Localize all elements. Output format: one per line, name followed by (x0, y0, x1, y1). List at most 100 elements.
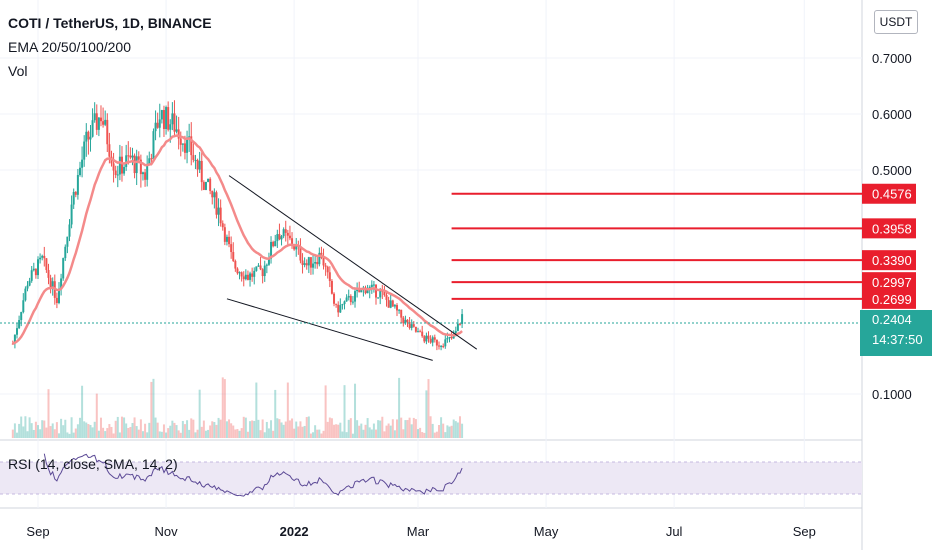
candle-body (448, 337, 451, 339)
candle-body (354, 291, 357, 302)
candle-body (280, 236, 283, 240)
volume-bar (387, 423, 390, 438)
candle-body (379, 290, 382, 298)
volume-bar (316, 429, 319, 438)
candle-body (116, 174, 119, 176)
volume-bar (135, 426, 138, 438)
volume-bar (32, 429, 35, 438)
candle-body (328, 272, 331, 281)
volume-bar (370, 429, 373, 438)
candle-body (408, 322, 411, 328)
volume-bar (450, 425, 453, 438)
volume-bar (246, 431, 249, 438)
volume-bar (66, 432, 69, 438)
candle-body (171, 113, 174, 125)
volume-bar (150, 381, 153, 438)
price-axis-ticks: 0.7000 0.6000 0.5000 0.1000 (872, 51, 912, 402)
candle-body (360, 288, 363, 293)
time-tick-label: 2022 (280, 524, 309, 539)
last-price-value: 0.2404 (872, 312, 912, 327)
candle-body (249, 273, 252, 280)
volume-bar (125, 423, 128, 438)
candle-body (217, 207, 220, 215)
candle-body (236, 268, 239, 274)
volume-bar (280, 422, 283, 438)
candle-body (125, 155, 128, 167)
chart-title: COTI / TetherUS, 1D, BINANCE (8, 15, 212, 31)
candle-body (429, 338, 432, 343)
candle-body (106, 119, 109, 145)
volume-bar (398, 377, 401, 438)
ema-legend[interactable]: EMA 20/50/100/200 (8, 39, 131, 55)
volume-bar (417, 429, 419, 438)
candle-body (238, 272, 241, 274)
candle-body (284, 229, 287, 233)
candle-body (322, 257, 325, 266)
rsi-legend[interactable]: RSI (14, close, SMA, 14, 2) (8, 456, 178, 472)
volume-bar (249, 421, 252, 438)
candle-body (337, 304, 340, 313)
candle-body (202, 182, 205, 190)
candle-body (257, 265, 260, 267)
candle-body (57, 288, 60, 303)
volume-bar (446, 425, 449, 438)
volume-bar (259, 430, 262, 438)
volume-bar (55, 422, 58, 438)
candle-body (242, 276, 245, 280)
candle-body (141, 172, 144, 175)
candle-body (240, 272, 243, 277)
volume-bar (93, 421, 96, 438)
currency-button[interactable]: USDT (874, 10, 918, 34)
price-level-tag (862, 288, 916, 309)
volume-legend[interactable]: Vol (8, 63, 28, 79)
volume-bar (78, 417, 81, 438)
candle-body (62, 258, 65, 279)
volume-bar (421, 432, 424, 438)
volume-bar (89, 424, 92, 438)
volume-bar (345, 432, 348, 438)
candle-body (255, 266, 258, 271)
candle-body (26, 285, 29, 289)
price-tick-label: 0.5000 (872, 163, 912, 178)
wedge-trendline (226, 298, 433, 361)
candle-body (312, 263, 315, 268)
candle-body (324, 265, 327, 267)
price-levels (451, 192, 862, 300)
volume-bar (270, 420, 273, 438)
candle-body (93, 113, 96, 121)
candle-body (188, 136, 191, 138)
volume-bar (414, 419, 417, 438)
volume-bar (375, 429, 378, 438)
candle-body (291, 238, 294, 246)
candle-body (433, 337, 436, 340)
candle-body (179, 138, 182, 145)
candle-body (414, 326, 417, 332)
candle-body (221, 223, 224, 228)
candle-body (97, 117, 100, 130)
candle-body (135, 156, 138, 174)
candle-body (402, 317, 405, 324)
candle-body (89, 136, 92, 140)
volume-bar (87, 424, 90, 438)
volume-bar (16, 432, 19, 438)
candle-body (196, 159, 199, 170)
volume-bar (162, 424, 165, 438)
rsi-series (43, 453, 463, 497)
volume-bar (188, 429, 191, 438)
candle-body (314, 262, 317, 264)
volume-bar (91, 427, 94, 438)
candle-body (66, 236, 69, 247)
candle-body (316, 262, 319, 265)
candle-body (120, 156, 123, 174)
candle-body (435, 339, 438, 346)
candle-body (417, 331, 419, 333)
time-tick-label: Mar (407, 524, 430, 539)
volume-bar (30, 423, 33, 438)
volume-bar (165, 432, 168, 438)
volume-bar (341, 431, 344, 438)
volume-bar (74, 428, 77, 438)
candle-body (412, 324, 415, 327)
volume-bar (47, 389, 50, 438)
